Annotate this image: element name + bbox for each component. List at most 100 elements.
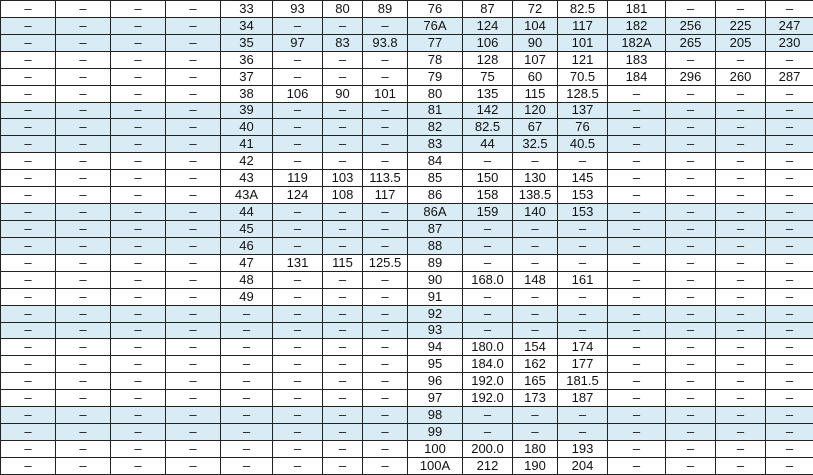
- table-cell: –: [111, 136, 166, 153]
- table-cell: –: [513, 254, 558, 271]
- table-cell: –: [608, 254, 666, 271]
- table-cell: –: [1, 305, 56, 322]
- table-cell: 44: [463, 136, 513, 153]
- table-cell: –: [221, 356, 273, 373]
- table-cell: –: [766, 153, 813, 170]
- table-cell: 44: [221, 204, 273, 221]
- table-cell: –: [111, 51, 166, 68]
- table-cell: –: [166, 440, 221, 457]
- table-cell: –: [666, 102, 716, 119]
- table-cell: 83: [408, 136, 463, 153]
- table-cell: –: [221, 373, 273, 390]
- table-cell: 84: [408, 153, 463, 170]
- table-cell: –: [363, 339, 408, 356]
- table-cell: –: [363, 322, 408, 339]
- table-cell: –: [766, 339, 813, 356]
- table-cell: –: [363, 373, 408, 390]
- table-cell: 91: [408, 288, 463, 305]
- table-cell: 137: [558, 102, 608, 119]
- table-cell: –: [111, 34, 166, 51]
- table-cell: –: [666, 204, 716, 221]
- table-cell: –: [56, 322, 111, 339]
- table-cell: 95: [408, 356, 463, 373]
- table-cell: –: [166, 457, 221, 474]
- table-cell: –: [716, 170, 766, 187]
- table-cell: –: [1, 17, 56, 34]
- table-cell: –: [363, 68, 408, 85]
- table-cell: –: [56, 457, 111, 474]
- table-cell: 184: [608, 68, 666, 85]
- table-cell: –: [56, 85, 111, 102]
- table-cell: –: [463, 254, 513, 271]
- table-cell: –: [221, 390, 273, 407]
- table-cell: 124: [273, 187, 323, 204]
- table-cell: –: [716, 136, 766, 153]
- table-cell: 101: [363, 85, 408, 102]
- table-cell: –: [56, 68, 111, 85]
- table-cell: 72: [513, 1, 558, 18]
- table-cell: 100A: [408, 457, 463, 474]
- table-cell: –: [716, 51, 766, 68]
- table-cell: 187: [558, 390, 608, 407]
- table-cell: –: [716, 220, 766, 237]
- table-cell: –: [716, 407, 766, 424]
- table-cell: –: [716, 204, 766, 221]
- table-cell: –: [273, 119, 323, 136]
- table-cell: 128: [463, 51, 513, 68]
- table-cell: –: [56, 119, 111, 136]
- table-cell: –: [558, 220, 608, 237]
- table-cell: 200.0: [463, 440, 513, 457]
- table-cell: 89: [408, 254, 463, 271]
- table-cell: –: [1, 170, 56, 187]
- table-cell: –: [558, 153, 608, 170]
- table-cell: –: [273, 204, 323, 221]
- table-cell: 49: [221, 288, 273, 305]
- table-cell: –: [323, 220, 363, 237]
- table-cell: 183: [608, 51, 666, 68]
- table-cell: –: [323, 119, 363, 136]
- table-cell: –: [323, 136, 363, 153]
- table-cell: 153: [558, 187, 608, 204]
- table-cell: –: [111, 407, 166, 424]
- table-cell: –: [363, 356, 408, 373]
- table-cell: –: [221, 305, 273, 322]
- table-cell: –: [56, 373, 111, 390]
- table-row: ––––46–––88–––––––: [1, 237, 813, 254]
- table-cell: 32.5: [513, 136, 558, 153]
- table-cell: –: [766, 305, 813, 322]
- table-cell: –: [666, 457, 716, 474]
- table-row: ––––––––93–––––––: [1, 322, 813, 339]
- table-cell: –: [608, 305, 666, 322]
- table-cell: –: [716, 153, 766, 170]
- table-cell: –: [166, 68, 221, 85]
- table-cell: –: [1, 407, 56, 424]
- table-cell: 82.5: [558, 1, 608, 18]
- table-cell: 265: [666, 34, 716, 51]
- table-cell: –: [608, 153, 666, 170]
- table-cell: –: [1, 220, 56, 237]
- table-cell: –: [166, 356, 221, 373]
- table-cell: –: [111, 187, 166, 204]
- table-cell: –: [111, 220, 166, 237]
- table-cell: 230: [766, 34, 813, 51]
- table-cell: –: [1, 271, 56, 288]
- table-cell: –: [221, 407, 273, 424]
- table-cell: 83: [323, 34, 363, 51]
- table-cell: –: [363, 407, 408, 424]
- table-cell: –: [273, 288, 323, 305]
- table-cell: –: [166, 407, 221, 424]
- table-cell: –: [273, 153, 323, 170]
- table-cell: –: [766, 288, 813, 305]
- table-cell: –: [273, 424, 323, 441]
- table-cell: –: [56, 390, 111, 407]
- table-cell: 140: [513, 204, 558, 221]
- table-cell: 80: [323, 1, 363, 18]
